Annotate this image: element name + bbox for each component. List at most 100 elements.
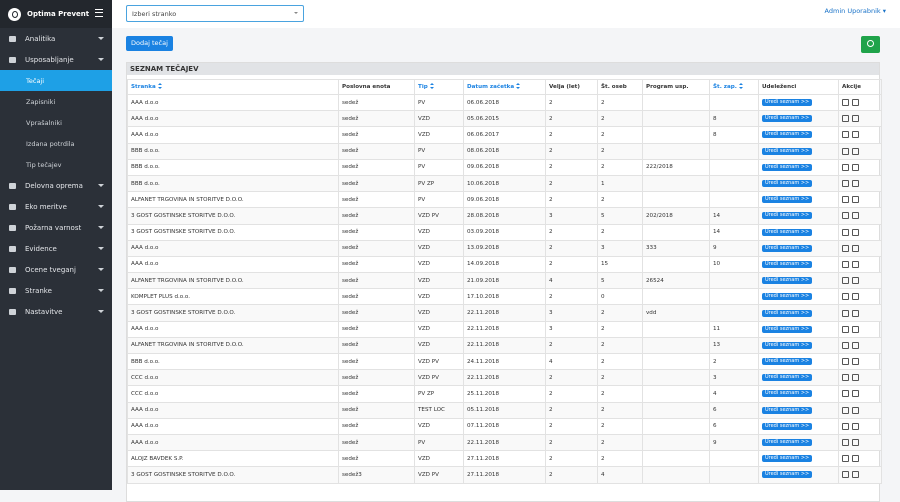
menu-item[interactable]: Evidence <box>0 238 112 259</box>
edit-icon[interactable] <box>842 196 849 204</box>
edit-icon[interactable] <box>842 341 849 349</box>
edit-icon[interactable] <box>842 309 849 317</box>
edit-icon[interactable] <box>842 228 849 236</box>
menu-item[interactable]: Analitika <box>0 28 112 49</box>
edit-list-button[interactable]: Uredi seznam >> <box>762 325 813 333</box>
cell: 6 <box>709 417 759 435</box>
edit-icon[interactable] <box>842 390 849 398</box>
delete-icon[interactable] <box>852 277 859 285</box>
edit-icon[interactable] <box>842 374 849 382</box>
edit-list-button[interactable]: Uredi seznam >> <box>762 196 813 204</box>
delete-icon[interactable] <box>852 471 859 479</box>
cell <box>642 401 710 419</box>
edit-icon[interactable] <box>842 180 849 188</box>
edit-icon[interactable] <box>842 99 849 107</box>
edit-list-button[interactable]: Uredi seznam >> <box>762 358 813 366</box>
edit-list-button[interactable]: Uredi seznam >> <box>762 147 813 155</box>
delete-icon[interactable] <box>852 99 859 107</box>
edit-list-button[interactable]: Uredi seznam >> <box>762 341 813 349</box>
cell: 06.06.2018 <box>463 93 546 112</box>
edit-icon[interactable] <box>842 277 849 285</box>
edit-icon[interactable] <box>842 260 849 268</box>
delete-icon[interactable] <box>852 341 859 349</box>
edit-list-button[interactable]: Uredi seznam >> <box>762 180 813 188</box>
edit-list-button[interactable]: Uredi seznam >> <box>762 277 813 285</box>
menu-item[interactable]: Delovna oprema <box>0 175 112 196</box>
add-button[interactable]: Dodaj tečaj <box>126 36 173 51</box>
edit-list-button[interactable]: Uredi seznam >> <box>762 99 813 107</box>
edit-list-button[interactable]: Uredi seznam >> <box>762 309 813 317</box>
edit-list-button[interactable]: Uredi seznam >> <box>762 260 813 268</box>
edit-icon[interactable] <box>842 293 849 301</box>
delete-icon[interactable] <box>852 406 859 414</box>
edit-list-button[interactable]: Uredi seznam >> <box>762 455 813 463</box>
edit-list-button[interactable]: Uredi seznam >> <box>762 228 813 236</box>
delete-icon[interactable] <box>852 180 859 188</box>
edit-icon[interactable] <box>842 212 849 220</box>
menu-item[interactable]: Nastavitve <box>0 301 112 322</box>
edit-list-button[interactable]: Uredi seznam >> <box>762 374 813 382</box>
edit-list-button[interactable]: Uredi seznam >> <box>762 163 813 171</box>
delete-icon[interactable] <box>852 147 859 155</box>
menu-icon <box>9 203 16 210</box>
edit-list-button[interactable]: Uredi seznam >> <box>762 244 813 252</box>
delete-icon[interactable] <box>852 439 859 447</box>
column-header[interactable]: Št. zap. <box>709 79 759 95</box>
delete-icon[interactable] <box>852 309 859 317</box>
edit-list-button[interactable]: Uredi seznam >> <box>762 131 813 139</box>
edit-list-button[interactable]: Uredi seznam >> <box>762 390 813 398</box>
delete-icon[interactable] <box>852 115 859 123</box>
delete-icon[interactable] <box>852 212 859 220</box>
delete-icon[interactable] <box>852 293 859 301</box>
delete-icon[interactable] <box>852 228 859 236</box>
menu-item[interactable]: Usposabljanje <box>0 49 112 70</box>
delete-icon[interactable] <box>852 422 859 430</box>
edit-icon[interactable] <box>842 244 849 252</box>
menu-item[interactable]: Eko meritve <box>0 196 112 217</box>
edit-icon[interactable] <box>842 406 849 414</box>
submenu-item[interactable]: Vprašalniki <box>0 112 112 133</box>
column-header[interactable]: Tip <box>414 79 464 95</box>
delete-icon[interactable] <box>852 260 859 268</box>
menu-toggle[interactable] <box>95 9 103 17</box>
edit-list-button[interactable]: Uredi seznam >> <box>762 406 813 414</box>
edit-icon[interactable] <box>842 471 849 479</box>
submenu-item[interactable]: Zapisniki <box>0 91 112 112</box>
column-header[interactable]: Datum začetka <box>463 79 546 95</box>
edit-icon[interactable] <box>842 439 849 447</box>
menu-item[interactable]: Stranke <box>0 280 112 301</box>
edit-icon[interactable] <box>842 163 849 171</box>
delete-icon[interactable] <box>852 358 859 366</box>
user-name: Admin Uporabnik <box>824 7 881 15</box>
delete-icon[interactable] <box>852 374 859 382</box>
edit-list-button[interactable]: Uredi seznam >> <box>762 293 813 301</box>
edit-list-button[interactable]: Uredi seznam >> <box>762 422 813 430</box>
submenu-item[interactable]: Tečaji <box>0 70 112 91</box>
edit-icon[interactable] <box>842 325 849 333</box>
column-header[interactable]: Stranka <box>127 79 339 95</box>
edit-icon[interactable] <box>842 147 849 155</box>
delete-icon[interactable] <box>852 455 859 463</box>
menu-item[interactable]: Ocene tveganj <box>0 259 112 280</box>
edit-icon[interactable] <box>842 422 849 430</box>
edit-list-button[interactable]: Uredi seznam >> <box>762 115 813 123</box>
edit-list-button[interactable]: Uredi seznam >> <box>762 439 813 447</box>
search-button[interactable] <box>861 36 880 53</box>
submenu-item[interactable]: Izdana potrdila <box>0 133 112 154</box>
delete-icon[interactable] <box>852 131 859 139</box>
edit-icon[interactable] <box>842 115 849 123</box>
edit-icon[interactable] <box>842 358 849 366</box>
edit-icon[interactable] <box>842 455 849 463</box>
delete-icon[interactable] <box>852 244 859 252</box>
delete-icon[interactable] <box>852 196 859 204</box>
delete-icon[interactable] <box>852 390 859 398</box>
delete-icon[interactable] <box>852 325 859 333</box>
edit-icon[interactable] <box>842 131 849 139</box>
edit-list-button[interactable]: Uredi seznam >> <box>762 471 813 479</box>
user-menu[interactable]: Admin Uporabnik ▾ <box>824 7 886 15</box>
client-select[interactable]: Izberi stranko <box>126 5 304 22</box>
menu-item[interactable]: Požarna varnost <box>0 217 112 238</box>
delete-icon[interactable] <box>852 163 859 171</box>
submenu-item[interactable]: Tip tečajev <box>0 154 112 175</box>
edit-list-button[interactable]: Uredi seznam >> <box>762 212 813 220</box>
